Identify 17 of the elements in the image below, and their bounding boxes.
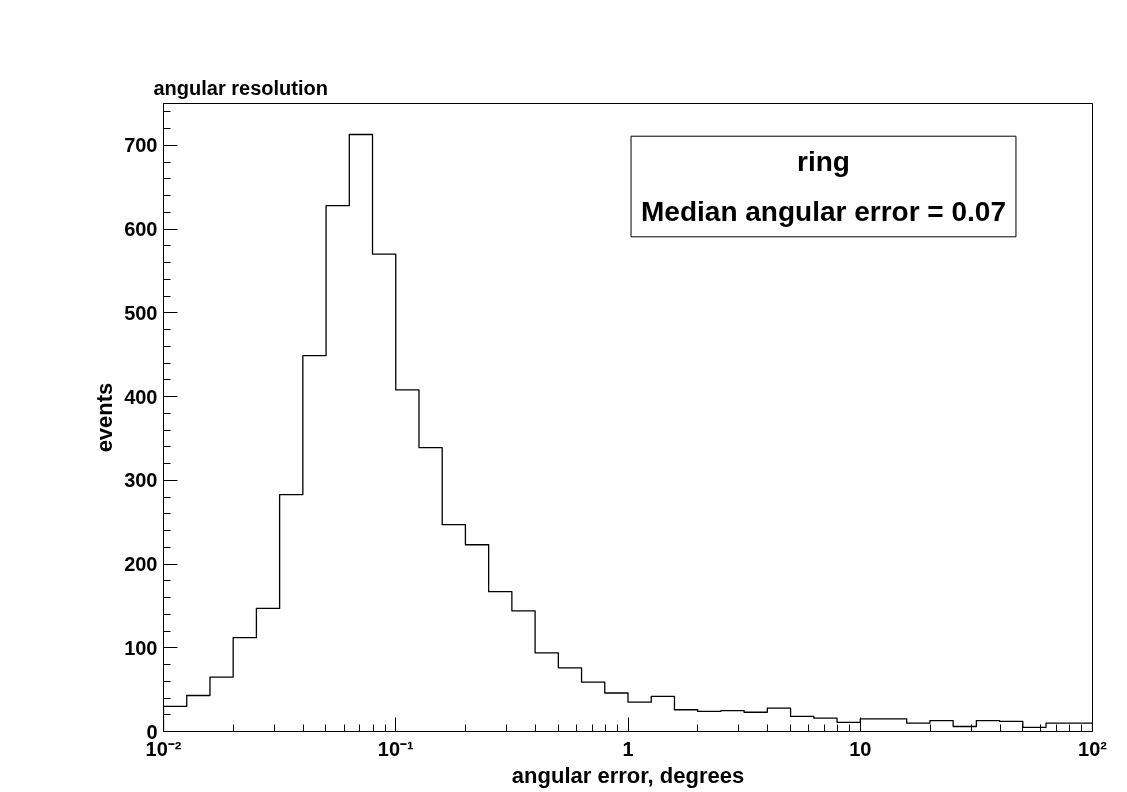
x-tick-label: 10 [849,737,872,760]
x-tick-label: 1 [622,737,634,760]
y-tick-label: 300 [124,469,158,492]
x-axis-title: angular error, degrees [511,762,745,788]
x-tick-label: 10⁻¹ [377,737,415,760]
y-tick-label: 400 [124,385,158,408]
x-tick-label: 10² [1078,737,1108,760]
y-tick-label: 100 [124,636,158,659]
annotation: Median angular error = 0.07 [641,195,1006,227]
y-axis-title: events [92,382,118,453]
annotation: ring [797,146,850,178]
y-tick-label: 700 [124,134,158,157]
y-tick-label: 600 [124,218,158,241]
y-tick-label: 0 [146,720,158,743]
y-tick-label: 200 [124,553,158,576]
y-tick-label: 500 [124,301,158,324]
chart-title: angular resolution [153,76,328,99]
